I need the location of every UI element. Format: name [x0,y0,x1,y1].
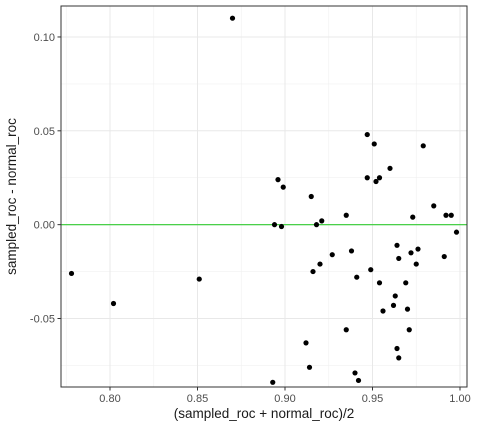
data-point [229,15,236,21]
x-tick-label: 0.85 [187,393,208,405]
data-point [368,267,374,273]
data-point [317,261,323,267]
major-gridlines [61,6,467,387]
data-point [371,141,377,147]
data-point [406,327,412,333]
data-point [394,242,400,248]
data-point [310,268,316,275]
data-point [68,270,75,277]
data-point [196,276,202,282]
y-axis-ticks: -0.05 0.00 0.05 0.10 [30,32,61,325]
panel-border [60,5,468,388]
data-point [280,184,286,190]
data-point [348,248,355,254]
data-point [404,306,411,312]
data-point [415,246,421,252]
x-tick-label: 1.00 [449,393,470,405]
minor-gridlines [61,6,467,387]
y-axis-title: sampled_roc - normal_roc [4,118,19,275]
data-point [394,345,400,352]
data-point [408,250,414,256]
y-tick-label: -0.05 [30,313,55,325]
data-point [270,379,276,385]
data-point [396,255,402,262]
x-tick-label: 0.95 [362,393,383,405]
data-point [308,193,314,200]
data-point [275,177,281,183]
data-point [303,340,309,346]
data-point [431,203,437,209]
data-point [319,218,325,224]
data-point [448,212,454,218]
data-point [343,327,349,333]
data-point [420,143,426,149]
data-point [355,377,362,384]
y-tick-label: 0.10 [34,32,55,44]
x-tick-label: 0.90 [274,393,295,405]
y-tick-label: 0.05 [34,126,55,138]
data-point [352,370,358,376]
data-points [68,15,460,385]
data-point [343,212,349,218]
data-point [380,308,386,314]
data-point [390,302,397,308]
x-axis-title: (sampled_roc + normal_roc)/2 [174,406,354,421]
y-tick-label: 0.00 [34,220,55,232]
data-point [392,293,398,299]
data-point [396,355,402,361]
data-point [413,261,419,267]
x-tick-label: 0.80 [99,393,120,405]
data-point [387,165,393,171]
data-point [329,252,335,258]
data-point [306,364,313,370]
data-point [376,175,383,181]
data-point [364,175,370,181]
data-point [443,212,449,218]
data-point [410,214,416,220]
data-point [271,222,278,228]
data-point [354,274,360,280]
data-point [441,253,447,260]
data-point [403,280,409,286]
data-point [313,222,320,228]
data-point [110,300,117,307]
data-point [364,131,370,138]
data-point [278,223,285,230]
data-point [376,280,383,286]
x-axis-ticks: 0.80 0.85 0.90 0.95 1.00 [99,387,471,405]
data-point [373,178,379,185]
data-point [453,229,460,235]
